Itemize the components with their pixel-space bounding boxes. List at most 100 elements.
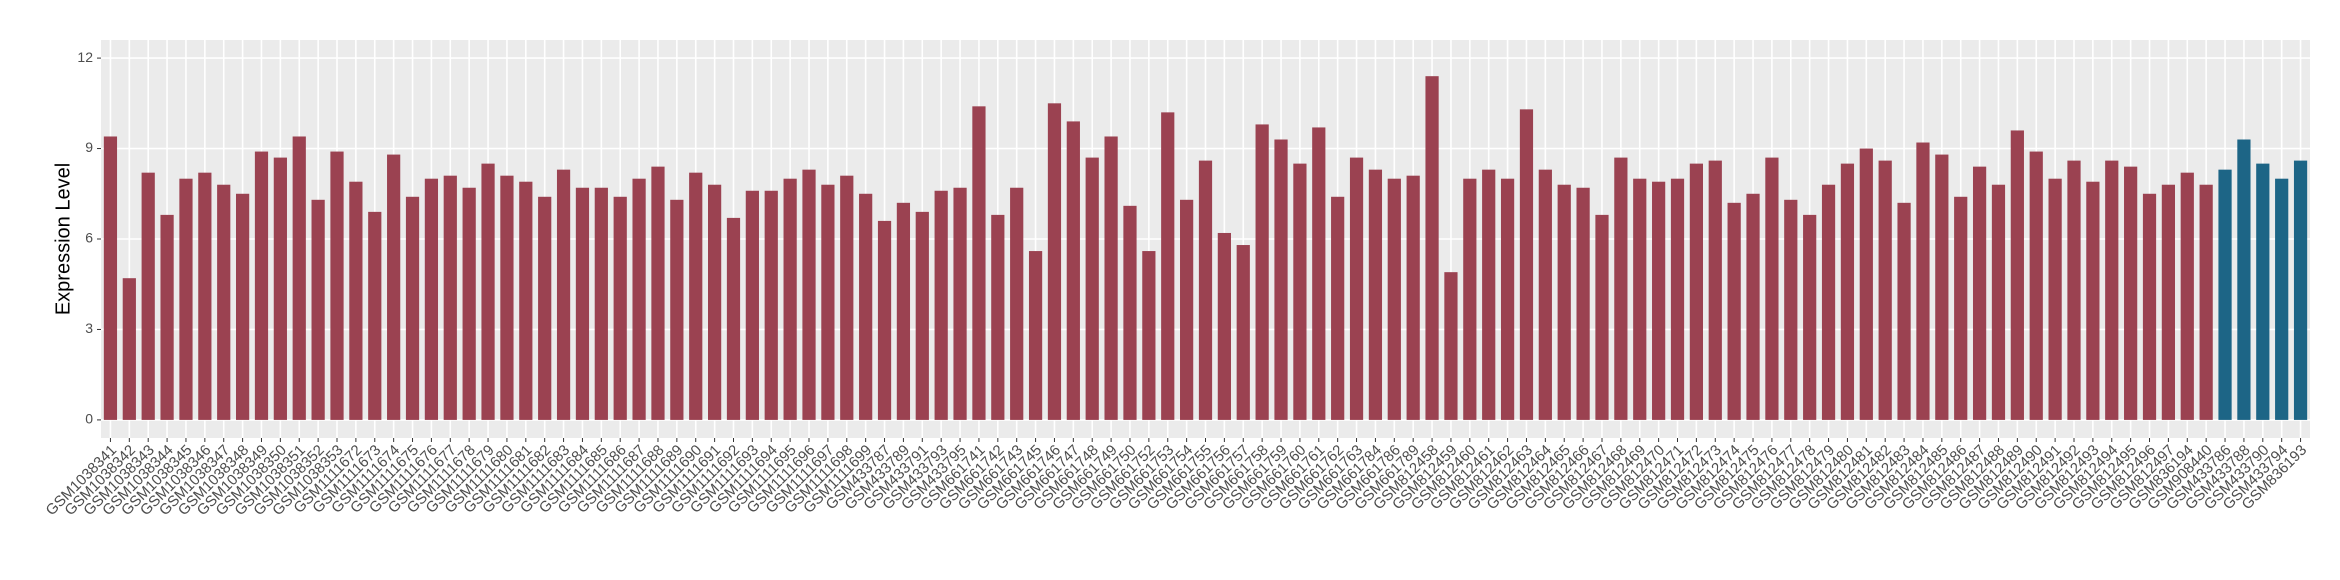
y-tick-label: 6 — [85, 230, 93, 246]
bar — [254, 151, 269, 420]
bar — [1576, 187, 1590, 420]
bar — [575, 187, 590, 420]
bar — [160, 214, 174, 420]
bar — [1198, 160, 1213, 420]
bar — [1085, 157, 1099, 420]
bar — [1047, 103, 1062, 420]
bar — [2256, 163, 2270, 420]
bar — [273, 157, 287, 420]
bar — [1482, 169, 1496, 420]
y-tick-label: 12 — [77, 49, 93, 65]
bar — [613, 196, 627, 420]
bar — [1689, 163, 1703, 420]
bar — [1368, 169, 1383, 420]
bar — [103, 136, 118, 420]
bar — [556, 169, 571, 420]
bar — [1180, 199, 1194, 420]
bar — [1387, 178, 1401, 420]
bar — [2048, 178, 2062, 420]
y-tick-label: 0 — [85, 411, 93, 427]
bar — [217, 184, 231, 420]
bar — [443, 175, 457, 420]
bar — [179, 178, 193, 420]
y-tick-label: 9 — [85, 139, 93, 155]
bar — [1859, 148, 1873, 420]
bar — [764, 190, 778, 420]
bar — [934, 190, 948, 420]
bar — [915, 211, 929, 420]
bar — [405, 196, 420, 420]
bar — [2237, 139, 2251, 420]
bar — [387, 154, 401, 420]
bar — [991, 214, 1005, 420]
bar — [122, 278, 136, 420]
bar — [1954, 196, 1968, 420]
bar — [1878, 160, 1892, 420]
bar — [972, 106, 986, 420]
bar — [1972, 166, 1987, 420]
bar — [1349, 157, 1364, 420]
bar — [1312, 127, 1326, 420]
bar — [2218, 169, 2232, 420]
bar — [2293, 160, 2308, 420]
bar — [877, 220, 892, 420]
bar — [311, 199, 325, 420]
bar — [745, 190, 759, 420]
bar — [2275, 178, 2289, 420]
bar — [1803, 214, 1817, 420]
bar — [1746, 193, 1760, 420]
bar — [1916, 142, 1930, 420]
bar — [1293, 163, 1307, 420]
bar — [2010, 130, 2024, 420]
bar — [1010, 187, 1024, 420]
bar — [1161, 112, 1175, 420]
bar — [1500, 178, 1515, 420]
bar — [1066, 121, 1080, 420]
bar — [2142, 193, 2157, 420]
y-tick-label: 3 — [85, 320, 93, 336]
bar — [1897, 202, 1911, 420]
y-axis-label: Expression Level — [52, 163, 74, 315]
bar — [1123, 205, 1137, 420]
bar — [500, 175, 514, 420]
bar — [1538, 169, 1552, 420]
bar — [802, 169, 816, 420]
bar — [141, 172, 155, 420]
bar — [1274, 139, 1288, 420]
bar — [783, 178, 797, 420]
bar — [2105, 160, 2119, 420]
bar — [1708, 160, 1722, 420]
bar — [1104, 136, 1118, 420]
bar — [330, 151, 344, 420]
bar — [670, 199, 684, 420]
bar — [368, 211, 382, 420]
bar — [292, 136, 306, 420]
bar — [2086, 181, 2100, 420]
bar — [2161, 184, 2176, 420]
bar — [1840, 163, 1855, 420]
bar — [594, 187, 608, 420]
bar — [1425, 76, 1439, 420]
bar — [859, 193, 873, 420]
bar — [1670, 178, 1685, 420]
bar — [689, 172, 703, 420]
bar — [632, 178, 646, 420]
bar — [1784, 199, 1798, 420]
bar — [840, 175, 854, 420]
bar — [462, 187, 476, 420]
bar — [1028, 251, 1043, 420]
bar — [1935, 154, 1949, 420]
bar — [1557, 184, 1571, 420]
bar — [424, 178, 439, 420]
bar — [481, 163, 495, 420]
bar — [708, 184, 722, 420]
bar — [2124, 166, 2138, 420]
bar — [1331, 196, 1345, 420]
bar — [1821, 184, 1836, 420]
bar — [1444, 272, 1458, 420]
bar — [1765, 157, 1779, 420]
bar — [1595, 214, 1609, 420]
bar — [651, 166, 665, 420]
